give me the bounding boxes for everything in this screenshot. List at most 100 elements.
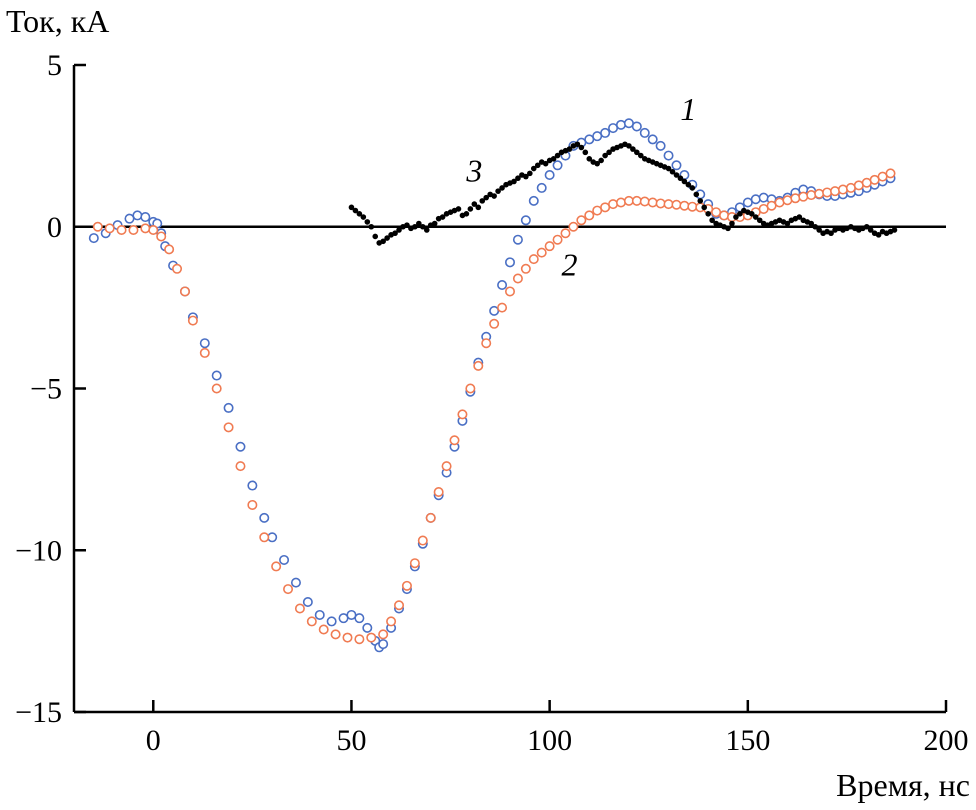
series-2-point [92,221,103,232]
series-2-point [719,210,730,221]
series-3-point [828,230,834,237]
series-2-point [449,435,460,446]
series-2-point [655,198,666,209]
series-2-point [822,187,833,198]
series-2-point [774,197,785,208]
series-2-point [679,200,690,211]
series-1-point [302,597,313,608]
series-1-point [655,140,666,151]
series-2-point [223,422,234,433]
y-tick-label: −10 [15,534,62,567]
series-1-point [639,127,650,138]
series-3-point [598,157,604,164]
series-3-point [697,198,704,204]
series-2-point [199,347,210,358]
series-1-point [314,609,325,620]
series-1-point [663,150,674,161]
series-3-point [685,181,692,188]
series-2-point [520,263,531,274]
series-2-point [235,461,246,472]
series-2-point [568,221,579,232]
series-1-point [132,210,143,221]
series-2-point [544,241,555,252]
series-1-point [354,613,365,624]
series-1-point [671,160,682,171]
series-2-point [156,231,167,242]
series-3-point [491,193,497,199]
series-3 [348,141,898,246]
series-2-point [584,210,595,221]
series-2-point [318,624,329,635]
series-label-2: 2 [561,246,577,282]
series-3-point [867,227,874,233]
series-3-point [483,194,490,201]
series-3-point [515,175,521,182]
x-axis-label: Время, нс [836,767,970,803]
x-tick-label: 100 [527,724,572,757]
series-1-point [223,402,234,413]
series-2-point [536,247,547,258]
series-3-point [630,146,636,152]
series-3-point [364,219,371,225]
series-3-point [574,141,581,148]
series-1-point [512,234,523,245]
series-3-point [372,233,379,240]
series-2-point [433,487,444,498]
series-2-point [465,383,476,394]
series-3-point [404,222,410,228]
series-2-point [294,603,305,614]
series-1-point [552,160,563,171]
series-3-point [499,185,505,191]
series-2-point [247,499,258,510]
series-2-point [179,286,190,297]
series-3-point [550,156,557,162]
series-3-point [455,206,462,212]
series-3-point [348,204,355,211]
series-3-point [725,225,731,232]
series-1-point [199,338,210,349]
x-tick-label: 200 [924,724,969,757]
series-3-point [384,235,390,241]
series-3-point [756,217,763,224]
series-3-point [748,211,755,217]
series-3-point [352,207,359,214]
series-2-point [528,254,539,265]
series-2-point [576,215,587,226]
series-1-point [758,192,769,203]
series-3-point [634,149,640,156]
x-tick-label: 0 [146,724,161,757]
series-3-point [709,217,715,224]
series-2-point [366,632,377,643]
series-2-point [473,360,484,371]
series-3-point [463,211,470,217]
series-2-point [837,184,848,195]
series-3-point [479,198,486,204]
series-2-point [885,168,896,179]
series-2-point [512,273,523,284]
series-3-point [566,146,573,152]
series-3-point [594,160,600,167]
series-2-point [148,224,159,235]
series-3-point [396,227,402,233]
series-2-point [806,190,817,201]
series-3-point [875,232,882,238]
series-2-point [687,201,698,212]
series-1-point [378,639,389,650]
series-3-point [523,173,529,180]
series-label-1: 1 [680,91,696,127]
series-3-point [689,185,696,191]
series-2-point [401,580,412,591]
series-3-point [816,227,822,233]
series-3-point [733,214,739,220]
series-3-point [737,211,743,217]
labels-layer: 1 2 3 [465,91,696,282]
x-ticks: 0 50 100 150 200 [146,700,969,757]
series-2-point [172,263,183,274]
series-1-point [528,195,539,206]
series-1-point [750,194,761,205]
series-2-point [164,244,175,255]
series-2-point [330,629,341,640]
series-1-point [235,441,246,452]
series-3-point [784,220,791,227]
